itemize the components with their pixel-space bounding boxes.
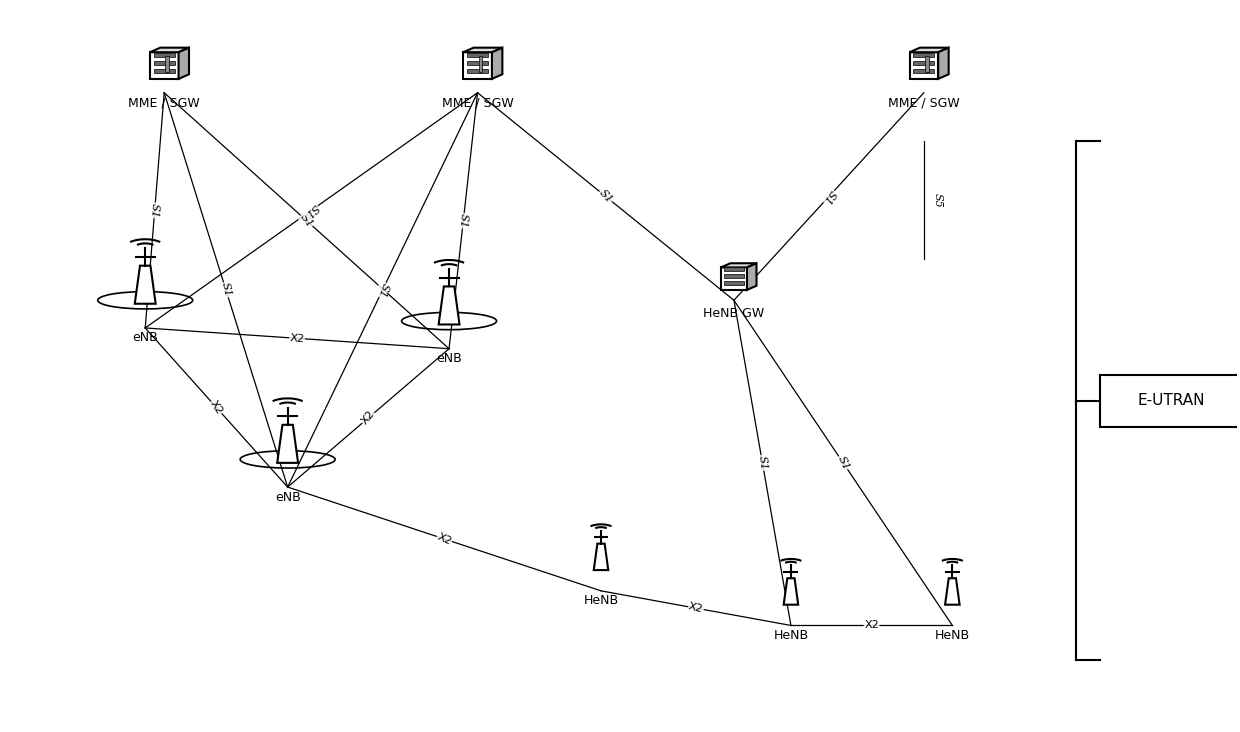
Bar [154, 53, 175, 57]
Text: S1: S1 [376, 281, 389, 299]
Polygon shape [492, 48, 502, 79]
Bar [724, 274, 744, 278]
Text: X2: X2 [360, 409, 377, 427]
Text: HeNB GW: HeNB GW [703, 307, 765, 320]
Bar [914, 53, 935, 57]
Polygon shape [135, 266, 156, 304]
Polygon shape [720, 264, 756, 267]
Text: S1: S1 [458, 213, 469, 228]
Text: X2: X2 [208, 399, 224, 417]
Bar [154, 70, 175, 73]
Text: S1: S1 [598, 187, 614, 205]
Polygon shape [150, 48, 188, 52]
Polygon shape [439, 286, 460, 324]
Text: X2: X2 [289, 332, 305, 344]
Bar [154, 61, 175, 65]
Text: eNB: eNB [133, 332, 157, 345]
Text: S5: S5 [934, 193, 944, 207]
Polygon shape [909, 48, 949, 52]
Polygon shape [720, 267, 746, 290]
Polygon shape [746, 264, 756, 290]
Text: S1: S1 [298, 212, 315, 230]
Polygon shape [464, 48, 502, 52]
Polygon shape [939, 48, 949, 79]
Polygon shape [594, 544, 609, 570]
Bar [724, 281, 744, 285]
Bar [165, 56, 169, 72]
Polygon shape [464, 52, 492, 79]
Polygon shape [909, 52, 939, 79]
Text: S1: S1 [836, 454, 851, 471]
Bar [467, 70, 489, 73]
Text: HeNB: HeNB [584, 594, 619, 608]
Text: S1: S1 [821, 187, 837, 206]
Bar [914, 70, 935, 73]
Polygon shape [278, 425, 298, 463]
Text: HeNB: HeNB [774, 629, 808, 642]
Text: eNB: eNB [436, 352, 463, 365]
Text: X2: X2 [688, 602, 704, 615]
Text: X2: X2 [864, 621, 879, 630]
Text: MME / SGW: MME / SGW [888, 96, 960, 109]
Bar [724, 267, 744, 272]
Text: S1: S1 [149, 203, 160, 218]
Text: MME / SGW: MME / SGW [441, 96, 513, 109]
Text: S1: S1 [303, 201, 320, 219]
Bar [914, 61, 935, 65]
Polygon shape [784, 578, 799, 605]
Polygon shape [179, 48, 188, 79]
FancyBboxPatch shape [1100, 375, 1240, 427]
Text: X2: X2 [435, 531, 453, 547]
Bar [467, 61, 489, 65]
Text: HeNB: HeNB [935, 629, 970, 642]
Text: S1: S1 [219, 282, 232, 298]
Text: eNB: eNB [275, 490, 300, 504]
Bar [925, 56, 929, 72]
Text: E-UTRAN: E-UTRAN [1137, 393, 1204, 408]
Polygon shape [150, 52, 179, 79]
Text: S1: S1 [756, 455, 769, 471]
Bar [479, 56, 482, 72]
Bar [467, 53, 489, 57]
Text: MME / SGW: MME / SGW [128, 96, 200, 109]
Polygon shape [945, 578, 960, 605]
